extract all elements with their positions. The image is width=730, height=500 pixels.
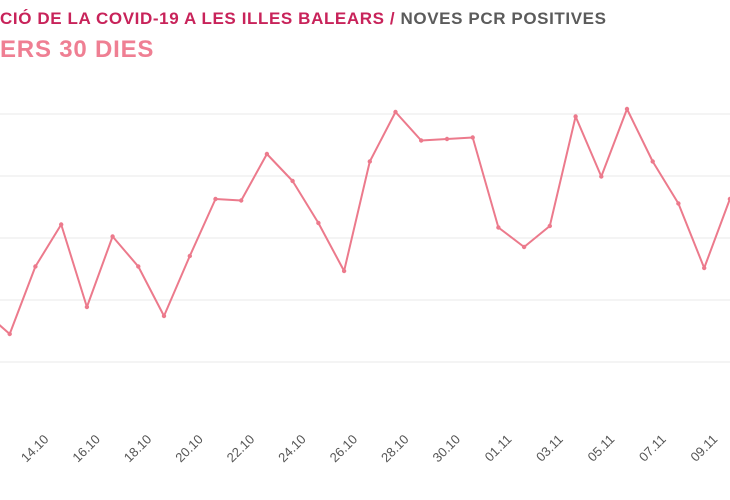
x-tick-label-18.10: 18.10 xyxy=(121,432,155,466)
data-point-30.10[interactable] xyxy=(444,136,450,142)
data-point-27.10[interactable] xyxy=(367,159,372,164)
data-point-24.10[interactable] xyxy=(290,178,295,184)
chart-title-main: CIÓ DE LA COVID-19 A LES ILLES BALEARS xyxy=(0,9,385,28)
data-point-19.10[interactable] xyxy=(161,313,167,319)
x-tick-label-28.10: 28.10 xyxy=(378,432,412,466)
data-point-07.11[interactable] xyxy=(650,159,655,164)
series-layer xyxy=(0,106,730,337)
x-tick-label-16.10: 16.10 xyxy=(69,432,103,466)
x-tick-label-20.10: 20.10 xyxy=(172,432,206,466)
data-point-01.11[interactable] xyxy=(496,225,501,230)
data-point-05.11[interactable] xyxy=(599,174,604,179)
data-point-29.10[interactable] xyxy=(419,138,424,143)
x-tick-label-24.10: 24.10 xyxy=(275,432,309,466)
x-tick-label-09.11: 09.11 xyxy=(687,432,720,465)
data-point-15.10[interactable] xyxy=(59,222,64,227)
data-point-31.10[interactable] xyxy=(470,135,475,140)
x-tick-label-22.10: 22.10 xyxy=(224,432,258,466)
series-line-0 xyxy=(0,108,730,335)
data-point-03.11[interactable] xyxy=(547,223,552,229)
x-tick-label-07.11: 07.11 xyxy=(636,432,669,465)
grid-lines xyxy=(0,113,730,363)
x-tick-label-01.11: 01.11 xyxy=(482,432,515,465)
chart-title-sub: NOVES PCR POSITIVES xyxy=(400,9,607,28)
data-point-13.10[interactable] xyxy=(7,331,12,337)
data-point-28.10[interactable] xyxy=(393,109,398,115)
data-point-16.10[interactable] xyxy=(84,304,90,310)
data-point-02.11[interactable] xyxy=(521,244,527,250)
chart-title: CIÓ DE LA COVID-19 A LES ILLES BALEARS /… xyxy=(0,9,607,29)
x-tick-label-30.10: 30.10 xyxy=(430,432,464,466)
data-point-26.10[interactable] xyxy=(341,268,347,274)
data-point-21.10[interactable] xyxy=(213,196,218,202)
data-point-25.10[interactable] xyxy=(316,220,321,226)
data-point-04.11[interactable] xyxy=(573,114,578,119)
x-tick-label-26.10: 26.10 xyxy=(327,432,361,466)
data-point-10.11[interactable] xyxy=(727,196,730,202)
chart-subtitle: ERS 30 DIES xyxy=(0,36,155,63)
x-tick-label-03.11: 03.11 xyxy=(533,432,566,465)
x-tick-label-05.11: 05.11 xyxy=(584,432,617,465)
data-point-20.10[interactable] xyxy=(187,253,192,259)
x-axis-ticks: 14.10 16.10 18.10 20.10 22.10 24.10 26.10 28.10… xyxy=(18,432,720,466)
data-point-14.10[interactable] xyxy=(33,264,38,269)
x-tick-label-14.10: 14.10 xyxy=(18,432,52,466)
data-point-23.10[interactable] xyxy=(264,151,270,157)
data-point-18.10[interactable] xyxy=(136,264,141,269)
data-point-17.10[interactable] xyxy=(110,234,115,239)
data-point-09.11[interactable] xyxy=(702,265,707,271)
data-point-06.11[interactable] xyxy=(624,106,630,112)
data-point-08.11[interactable] xyxy=(676,201,681,206)
chart-title-separator: / xyxy=(384,9,401,28)
data-point-22.10[interactable] xyxy=(239,198,244,203)
